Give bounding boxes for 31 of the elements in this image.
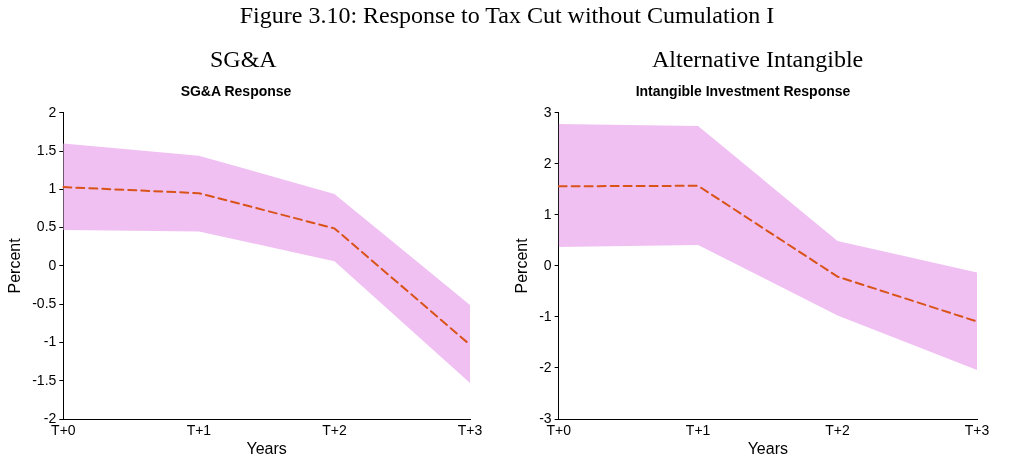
y-tick-label: 1 xyxy=(543,205,552,222)
x-tick-label: T+2 xyxy=(322,422,347,439)
y-tick-label: 0.5 xyxy=(36,218,57,235)
chart-title: Alternative Intangible xyxy=(652,46,864,73)
line-series xyxy=(557,184,978,323)
chart-title: SG&A xyxy=(210,46,277,73)
x-tick-label: T+2 xyxy=(825,422,851,439)
y-tick-label: -2 xyxy=(539,358,552,375)
x-axis-title: Years xyxy=(246,439,287,457)
y-axis-title: Percent xyxy=(513,237,531,294)
x-tick-label: T+3 xyxy=(457,422,483,439)
y-tick-label: 1.5 xyxy=(36,141,57,158)
y-axis-title: Percent xyxy=(6,237,24,294)
y-tick-label: 0 xyxy=(543,256,552,273)
chart-subtitle: Intangible Investment Response xyxy=(635,83,851,100)
chart-subtitle: SG&A Response xyxy=(180,83,292,100)
y-tick-label: -1 xyxy=(539,307,552,324)
y-tick-label: 0 xyxy=(48,256,57,273)
y-tick-label: 2 xyxy=(543,154,552,171)
y-tick-label: 1 xyxy=(48,180,57,197)
x-axis-title: Years xyxy=(747,439,788,457)
x-tick-label: T+1 xyxy=(186,422,212,439)
y-tick-label: -0.5 xyxy=(32,295,57,312)
line-series xyxy=(62,186,471,346)
x-tick-label: T+1 xyxy=(685,422,711,439)
caption: Figure 3.10: Response to Tax Cut without Cumulation I xyxy=(238,2,776,29)
y-tick-label: 3 xyxy=(543,103,552,120)
y-tick-label: 2 xyxy=(48,103,57,120)
x-tick-label: T+3 xyxy=(964,422,990,439)
y-tick-label: -1.5 xyxy=(32,371,57,388)
y-tick-label: -1 xyxy=(43,333,57,350)
